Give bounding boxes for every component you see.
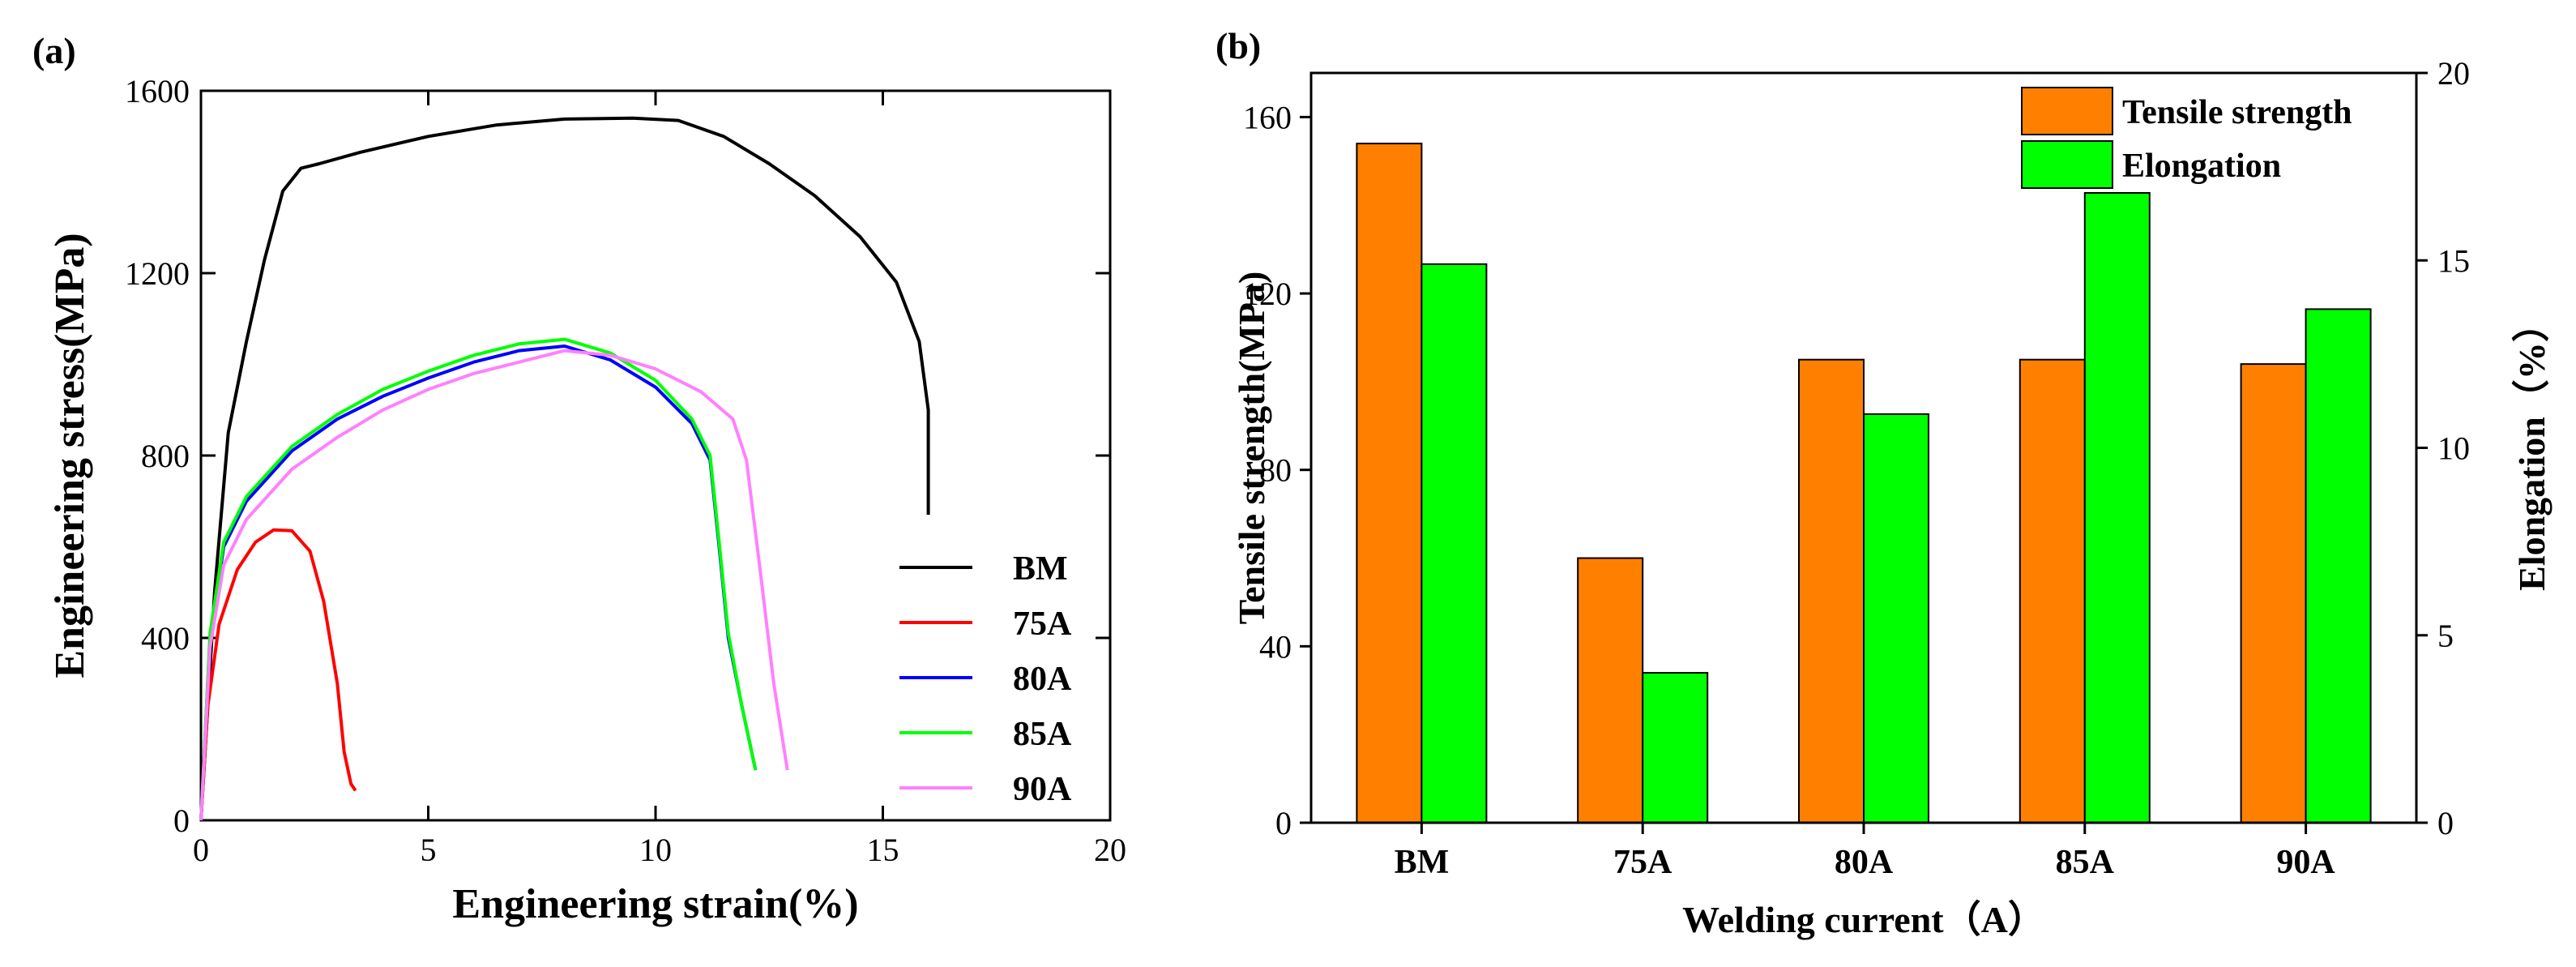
bar-elongation bbox=[2305, 308, 2372, 824]
panel-b-bar-chart: (b) BM 75A 80A 85A 90A 0 40 80 120 160 0 5 10 15 20 Weld… bbox=[1215, 25, 2553, 940]
y-axis-title: Tensile strength(MPa) bbox=[1231, 272, 1272, 625]
x-tick-label: 20 bbox=[1094, 832, 1126, 868]
y-axis-title: Engineering stress(MPa) bbox=[47, 233, 93, 678]
legend-label-85a: 85A bbox=[1013, 716, 1072, 753]
bar-tensile-strength bbox=[2240, 363, 2307, 824]
y2-axis-title: Elongation（%） bbox=[2511, 305, 2553, 591]
bar-elongation bbox=[1420, 263, 1488, 824]
bar-elongation bbox=[1642, 672, 1709, 824]
x-axis-title: Engineering strain(%) bbox=[452, 881, 858, 927]
legend-label-75a: 75A bbox=[1013, 605, 1072, 643]
panel-label: (a) bbox=[32, 30, 76, 71]
legend-label-90a: 90A bbox=[1013, 771, 1072, 808]
bar-elongation bbox=[2083, 192, 2151, 824]
legend-label-80a: 80A bbox=[1013, 661, 1072, 698]
bar-elongation bbox=[1863, 413, 1929, 824]
series-line-80a bbox=[199, 344, 758, 821]
legend-swatch-elongation bbox=[2021, 140, 2113, 189]
series-line-85a bbox=[199, 337, 758, 821]
y2-tick-label: 0 bbox=[2437, 805, 2454, 841]
y-tick-label: 80 bbox=[1259, 452, 1292, 489]
x-tick-label: 10 bbox=[639, 832, 672, 868]
legend-label-bm: BM bbox=[1013, 550, 1068, 588]
y-tick-label: 120 bbox=[1243, 276, 1292, 312]
y-tick-label: 160 bbox=[1243, 99, 1292, 135]
legend-label-tensile-strength: Tensile strength bbox=[2122, 94, 2352, 131]
y-tick-label: 1600 bbox=[125, 73, 190, 109]
x-tick-label: 5 bbox=[421, 832, 437, 868]
series-line-90a bbox=[199, 349, 789, 821]
bar-tensile-strength bbox=[1577, 557, 1644, 824]
x-tick-label: 75A bbox=[1613, 844, 1672, 881]
y-tick-label: 40 bbox=[1259, 628, 1292, 665]
series-line-bm bbox=[199, 116, 930, 821]
bar-tensile-strength bbox=[1356, 143, 1423, 824]
x-tick-label: 90A bbox=[2276, 844, 2335, 881]
x-tick-label: 80A bbox=[1835, 844, 1894, 881]
legend-swatch-tensile-strength bbox=[2021, 87, 2113, 135]
y-tick-label: 800 bbox=[141, 438, 190, 474]
plot-frame bbox=[199, 89, 1112, 822]
y-tick-label: 0 bbox=[173, 802, 190, 839]
panel-label: (b) bbox=[1215, 25, 1261, 66]
bar-tensile-strength bbox=[1798, 358, 1865, 824]
y2-tick-label: 15 bbox=[2437, 242, 2470, 279]
x-axis-title: Welding current（A） bbox=[1682, 899, 2045, 940]
x-tick-label: BM bbox=[1395, 844, 1450, 881]
bar-tensile-strength bbox=[2019, 358, 2086, 824]
panel-a-line-chart: (a) 0 5 10 15 20 0 400 800 1200 1600 Engineering st… bbox=[32, 30, 1126, 927]
y2-tick-label: 10 bbox=[2437, 430, 2470, 467]
x-tick-label: 85A bbox=[2056, 844, 2115, 881]
y2-tick-label: 20 bbox=[2437, 55, 2470, 92]
series-line-75a bbox=[199, 528, 357, 821]
y2-tick-label: 5 bbox=[2437, 618, 2454, 654]
y-tick-label: 400 bbox=[141, 620, 190, 657]
x-tick-label: 0 bbox=[193, 832, 209, 868]
legend-label-elongation: Elongation bbox=[2122, 148, 2281, 185]
x-tick-label: 15 bbox=[867, 832, 899, 868]
y-tick-label: 1200 bbox=[125, 255, 190, 292]
y-tick-label: 0 bbox=[1275, 805, 1292, 841]
